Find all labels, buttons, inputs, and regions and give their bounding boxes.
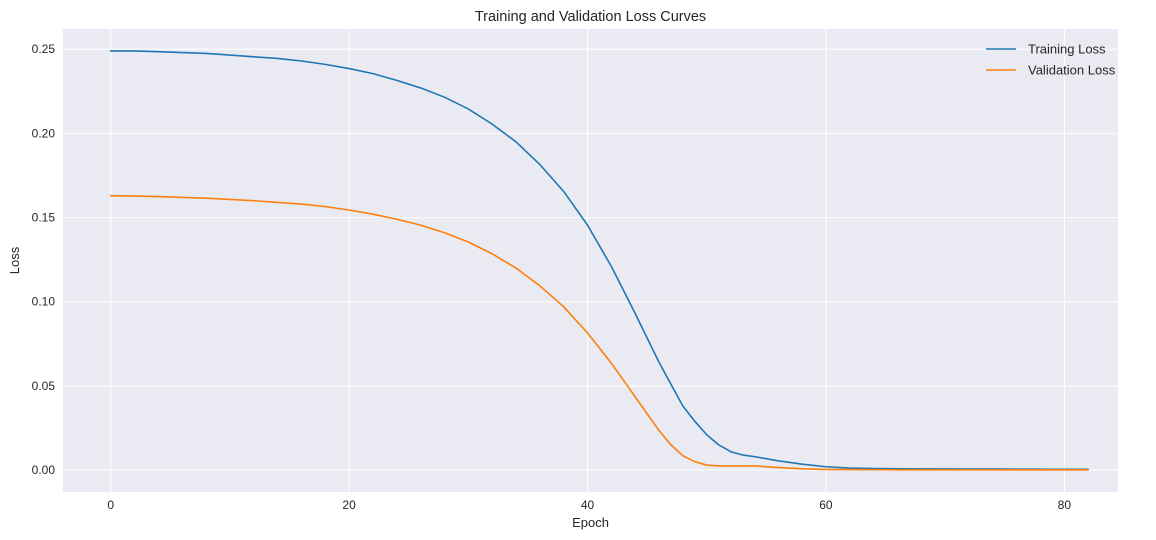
- y-tick-label: 0.20: [32, 126, 56, 140]
- x-tick-label: 20: [342, 498, 356, 512]
- x-tick-label: 40: [581, 498, 595, 512]
- legend-label: Validation Loss: [1028, 63, 1116, 78]
- tick-labels: 0 20 40 60 80 0.00 0.05 0.10 0.15 0.20 0.25: [32, 42, 1072, 512]
- y-tick-label: 0.10: [32, 295, 56, 309]
- y-axis-label: Loss: [7, 246, 22, 274]
- y-tick-label: 0.05: [32, 379, 56, 393]
- legend-label: Training Loss: [1028, 42, 1106, 57]
- x-tick-label: 0: [107, 498, 114, 512]
- chart-title: Training and Validation Loss Curves: [475, 9, 706, 25]
- series-line-training-loss: [109, 50, 1089, 471]
- y-tick-label: 0.25: [32, 42, 56, 56]
- series-line-validation-loss: [109, 194, 1089, 471]
- x-tick-label: 80: [1058, 498, 1072, 512]
- x-axis-label: Epoch: [572, 515, 609, 530]
- y-tick-label: 0.00: [32, 463, 56, 477]
- grid-lines: [63, 29, 1118, 492]
- y-tick-label: 0.15: [32, 211, 56, 225]
- x-tick-label: 60: [819, 498, 833, 512]
- series-layer: [109, 50, 1089, 471]
- plot-area: [63, 29, 1118, 492]
- legend: Training Loss Validation Loss: [986, 42, 1116, 78]
